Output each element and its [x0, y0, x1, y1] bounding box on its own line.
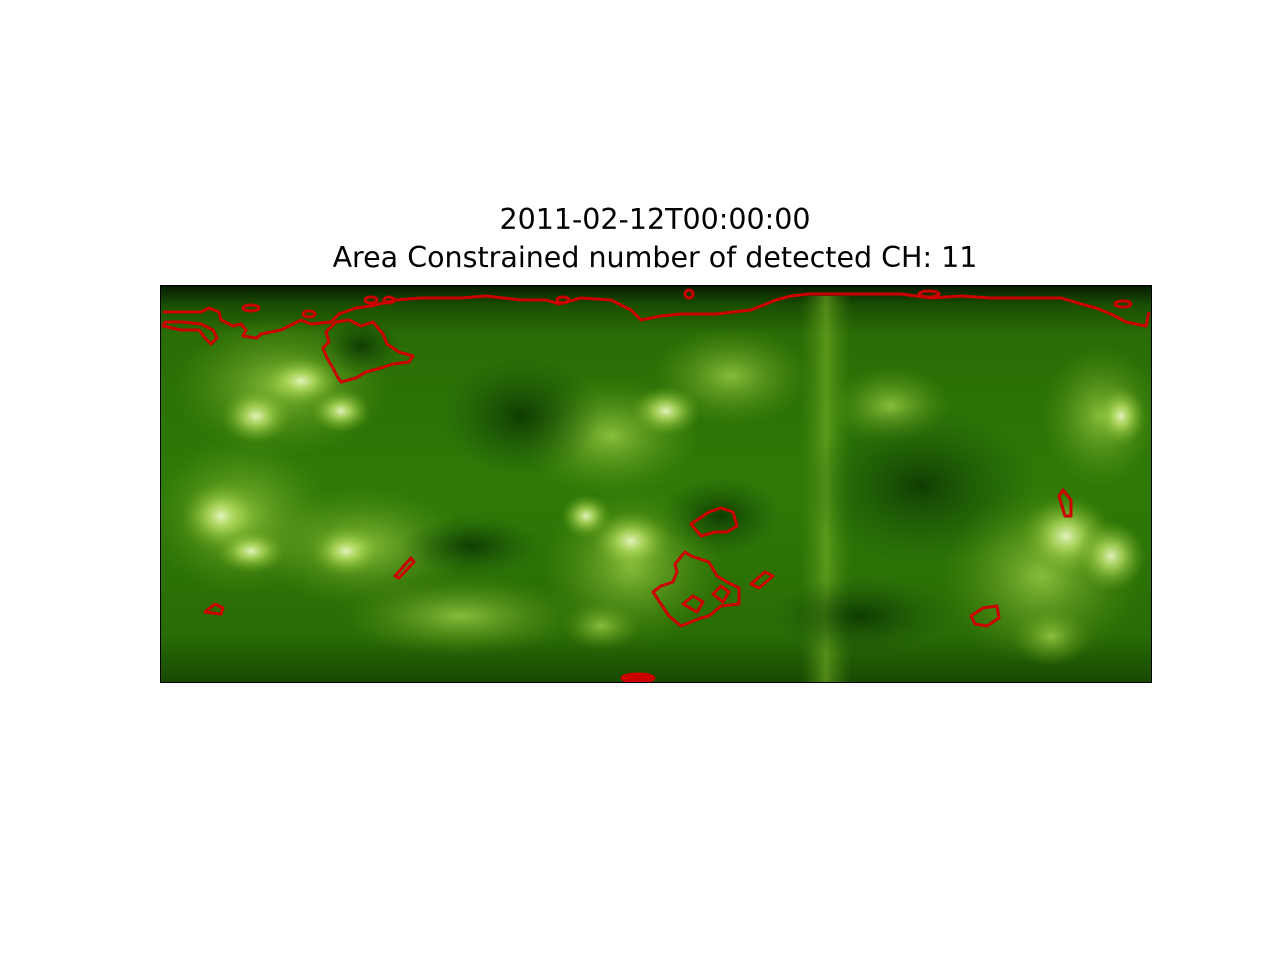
synoptic-map-image — [161, 286, 1151, 682]
figure-title-date: 2011-02-12T00:00:00 — [499, 203, 811, 236]
ch-contour-north-large — [321, 318, 415, 384]
synoptic-map — [160, 285, 1152, 683]
ch-contour-east-small — [969, 604, 1001, 628]
ch-contour-cluster-lower — [651, 550, 741, 628]
ch-contour-slanted-west — [393, 556, 416, 580]
ch-contour-north-polar — [163, 292, 1151, 340]
coronal-hole-contours — [161, 288, 1151, 682]
map-texture — [161, 296, 1151, 682]
ch-contour-west-small — [203, 602, 225, 616]
ch-contour-south-polar — [620, 672, 656, 682]
ch-contour-slanted-mid — [749, 570, 775, 590]
ch-contour-cluster-upper — [689, 506, 739, 538]
figure-title-count: Area Constrained number of detected CH: … — [332, 241, 978, 274]
ch-contour-east-vertical — [1057, 488, 1073, 518]
